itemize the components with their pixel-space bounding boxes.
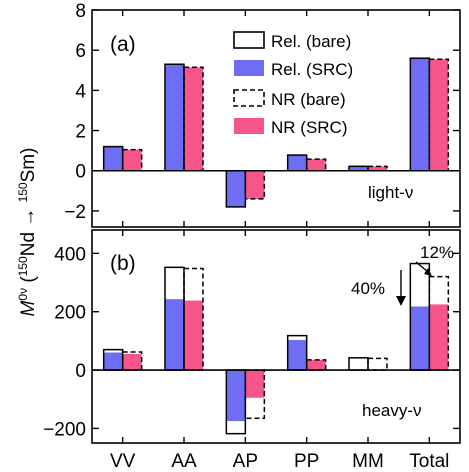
bar-b-nr-bare-mm [367,357,388,371]
legend-swatch-nr-src [234,118,264,134]
panel-b-label: (b) [110,252,136,275]
ytick-label-a-2: 2 [75,122,86,143]
bar-b-rel-src-aa [165,299,184,371]
annotation-40pct: 40% [351,279,385,298]
bar-a-rel-src-ap [226,170,246,207]
bar-a-nr-src-vv [122,149,142,171]
heavy-nu-note: heavy-ν [362,401,422,420]
bar-b-rel-src-pp [287,340,307,371]
ytick-label-b-0: 0 [75,361,86,382]
bar-a-rel-src-aa [165,64,184,171]
bar-a-nr-src-aa [184,67,203,171]
axis-ticks: −2 0 2 4 6 8 −200 0 200 400 [43,1,460,443]
category-label-pp: PP [294,451,319,472]
ytick-label-a-4: 4 [75,81,86,102]
bar-a-nr-src-pp [306,159,326,171]
ytick-label-a-0: 0 [75,162,86,183]
bar-b-rel-src-vv [103,352,123,371]
bar-b-rel-bare-mm [348,357,369,371]
arrow-12pct-shaft [415,261,429,273]
panel-a-bars [92,57,460,208]
ytick-label-a-6: 6 [75,41,86,62]
bar-a-rel-src-total [410,58,430,171]
legend-label-nr-src: NR (SRC) [271,118,348,137]
arrow-40pct-head [396,296,406,306]
panel-a-label: (a) [110,33,136,56]
category-label-total: Total [409,451,449,472]
legend-swatch-nr-bare [233,89,265,107]
legend-swatch-rel-src [234,60,264,76]
category-label-vv: VV [110,451,136,472]
light-nu-note: light-ν [368,183,413,202]
panel-a-frame [91,9,461,228]
legend-label-rel-bare: Rel. (bare) [271,32,351,51]
bar-b-rel-src-ap [226,370,246,422]
bar-b-nr-src-pp [306,359,326,371]
bar-b-nr-src-vv [122,354,142,371]
legend: Rel. (bare) Rel. (SRC) NR (bare) NR (SRC… [233,31,353,137]
category-label-aa: AA [171,451,197,472]
y-axis-label: M0ν (150Nd → 150Sm) [16,148,39,317]
bar-a-rel-src-vv [103,146,123,171]
panel-b-bars [92,262,460,435]
ytick-label-b--200: −200 [43,419,86,440]
bar-b-nr-bare-vv [121,351,143,371]
bar-b-nr-src-total [429,304,449,371]
annotation-12pct: 12% [420,243,454,262]
category-label-mm: MM [352,451,384,472]
bar-a-rel-src-pp [287,155,307,171]
ytick-label-a--2: −2 [64,202,86,223]
bar-a-nr-src-mm [368,166,387,171]
bar-a-nr-src-total [429,59,449,171]
bar-a-nr-src-ap [245,170,265,199]
ytick-label-b-200: 200 [54,303,86,324]
category-labels: VV AA AP PP MM Total [110,451,449,472]
category-label-ap: AP [233,451,258,472]
panel-b-frame [91,229,461,444]
bar-a-rel-src-mm [349,166,368,171]
bar-b-nr-bare-pp [305,359,327,371]
ytick-label-a-8: 8 [75,1,86,22]
ytick-label-b-400: 400 [54,244,86,265]
legend-label-nr-bare: NR (bare) [271,90,346,109]
bar-b-nr-src-ap [245,370,265,398]
legend-swatch-rel-bare [233,31,265,49]
arrow-12pct-head [424,268,432,276]
legend-label-rel-src: Rel. (SRC) [271,60,353,79]
annotations: 40% 12% [351,243,454,306]
bar-b-rel-src-total [410,306,430,371]
bar-b-nr-src-aa [184,300,203,371]
